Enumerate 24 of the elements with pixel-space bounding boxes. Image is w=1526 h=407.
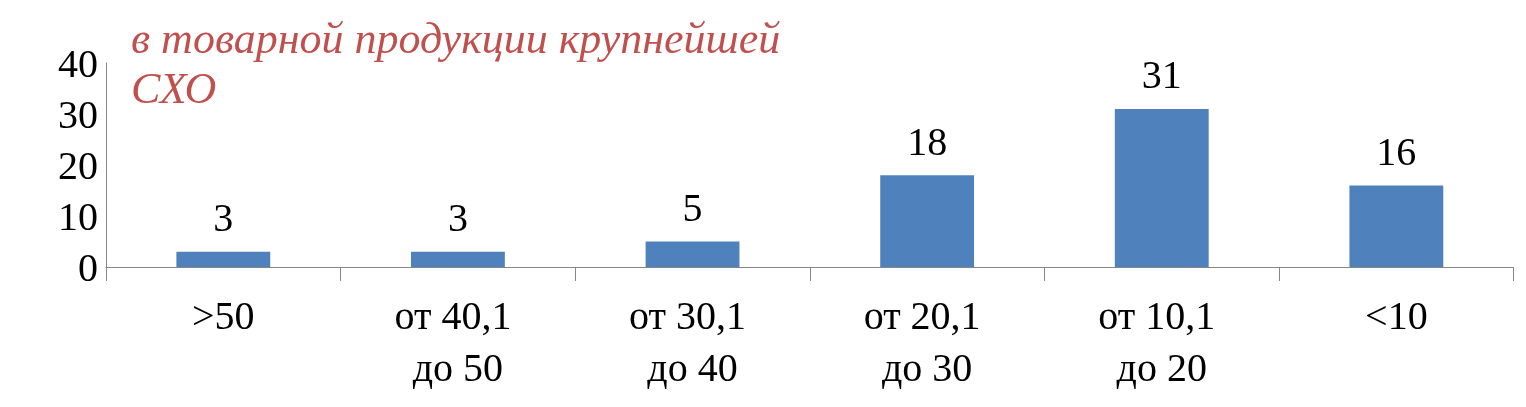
x-tick-label: от 30,1 до 40 <box>629 292 756 390</box>
x-tick-label: от 40,1 до 50 <box>394 292 522 390</box>
data-label: 3 <box>213 195 234 241</box>
data-label: 16 <box>1376 128 1417 174</box>
bar <box>645 241 740 267</box>
bar <box>410 251 505 267</box>
data-label: 5 <box>682 185 703 230</box>
bar <box>1349 185 1444 267</box>
y-tick-label: 30 <box>58 91 98 137</box>
chart-title: в товарной продукции крупнейшей СХО <box>131 13 781 113</box>
data-label: 31 <box>1141 52 1182 98</box>
x-tick-label: <10 <box>1365 292 1428 338</box>
bar <box>176 251 271 267</box>
y-tick-label: 10 <box>58 193 98 239</box>
x-tick-label: >50 <box>192 292 255 338</box>
bar <box>1114 108 1209 267</box>
data-label: 18 <box>907 118 948 164</box>
y-tick-label: 0 <box>78 244 98 290</box>
data-label: 3 <box>447 195 468 241</box>
bar <box>880 175 975 267</box>
y-tick-label: 40 <box>58 40 98 86</box>
y-tick-label: 20 <box>58 142 98 188</box>
x-tick-label: от 10,1 до 20 <box>1098 292 1226 390</box>
x-tick-label: от 20,1 до 30 <box>863 292 991 390</box>
